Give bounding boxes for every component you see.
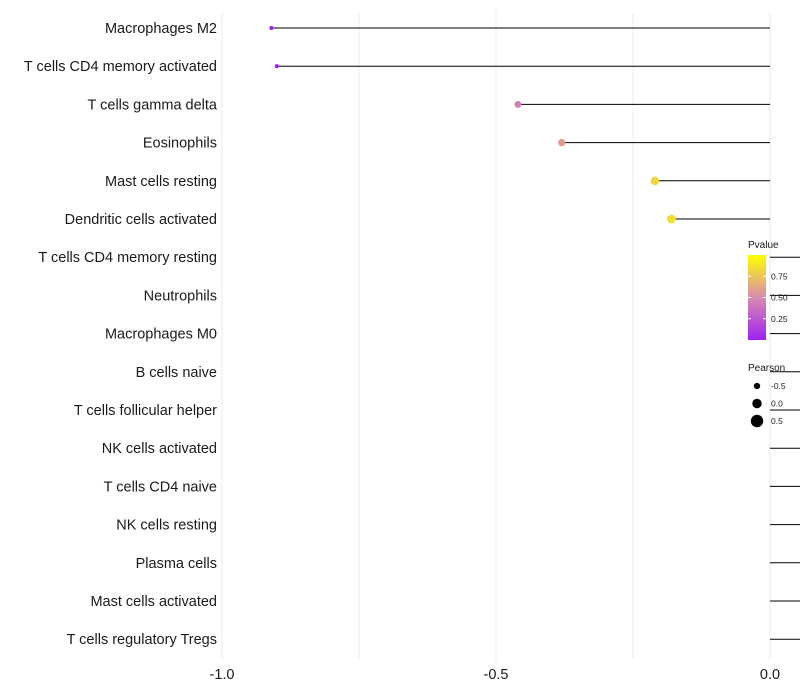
- x-tick-label: 0.0: [760, 667, 780, 683]
- data-point: [274, 64, 279, 69]
- category-labels: Macrophages M2 T cells CD4 memory activat…: [24, 21, 218, 648]
- pearson-legend-title: Pearson: [748, 363, 785, 374]
- category-label: Mast cells resting: [105, 174, 217, 190]
- pvalue-legend: Pvalue 0.75 0.50 0.25: [748, 240, 788, 340]
- category-label: NK cells activated: [102, 441, 217, 457]
- stem-layer: [271, 27, 800, 640]
- category-label: Eosinophils: [143, 136, 217, 152]
- pvalue-tick-label: 0.75: [771, 271, 788, 281]
- pvalue-tick-label: 0.25: [771, 314, 788, 324]
- category-label: Macrophages M2: [105, 21, 217, 37]
- pearson-legend-label: -0.5: [771, 381, 786, 391]
- category-label: Dendritic cells activated: [65, 212, 217, 228]
- category-label: T cells regulatory Tregs: [67, 632, 217, 648]
- category-label: Neutrophils: [144, 288, 217, 304]
- data-point: [650, 176, 660, 186]
- category-label: B cells naive: [136, 365, 217, 381]
- category-label: Plasma cells: [136, 556, 217, 572]
- x-tick-labels: -1.0-0.50.00.5: [210, 667, 781, 683]
- data-point: [269, 25, 274, 31]
- category-label: T cells CD4 memory activated: [24, 59, 217, 75]
- category-label: NK cells resting: [116, 518, 217, 534]
- data-point: [514, 100, 522, 108]
- pearson-legend-dot: [752, 398, 762, 409]
- pvalue-colorbar: [748, 255, 766, 340]
- pvalue-tick-label: 0.50: [771, 293, 788, 303]
- category-label: Macrophages M0: [105, 327, 217, 343]
- point-layer: [269, 25, 676, 224]
- pearson-legend-label: 0.5: [771, 416, 783, 426]
- category-label: Mast cells activated: [90, 594, 217, 610]
- x-tick-label: -0.5: [484, 667, 509, 683]
- category-label: T cells gamma delta: [88, 97, 218, 113]
- pearson-legend-dot: [750, 414, 764, 428]
- category-label: T cells CD4 naive: [104, 479, 217, 495]
- category-label: T cells CD4 memory resting: [38, 250, 217, 266]
- pearson-legend-label: 0.0: [771, 399, 783, 409]
- category-label: T cells follicular helper: [74, 403, 217, 419]
- data-point: [558, 138, 566, 147]
- data-point: [666, 214, 676, 224]
- pearson-legend-dot: [753, 382, 761, 390]
- grid-layer: [221, 12, 771, 660]
- pvalue-legend-title: Pvalue: [748, 240, 779, 251]
- pearson-legend: Pearson -0.5 0.0 0.5: [748, 363, 786, 428]
- x-tick-label: -1.0: [210, 667, 235, 683]
